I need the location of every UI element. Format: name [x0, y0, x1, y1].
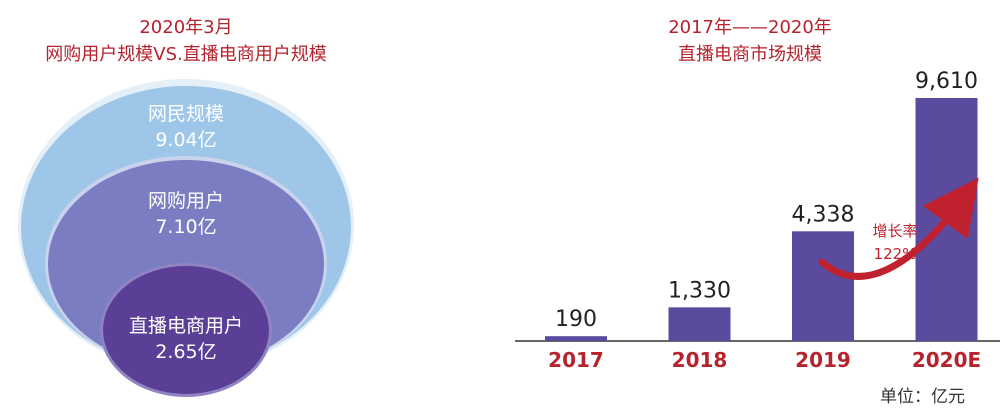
x-tick-label-2017: 2017	[548, 348, 604, 372]
shoppers-value: 7.10亿	[155, 216, 216, 238]
growth-arrow	[818, 177, 979, 280]
right-title-line1: 2017年——2020年	[668, 17, 832, 38]
x-tick-label-2020E: 2020E	[912, 348, 981, 372]
netizens-label: 网民规模	[148, 103, 224, 125]
bar-value-label-2018: 1,330	[668, 278, 731, 303]
bar-value-label-2020E: 9,610	[915, 69, 978, 94]
netizens-value: 9.04亿	[155, 129, 216, 151]
right-chart-title: 2017年——2020年 直播电商市场规模	[600, 14, 900, 68]
bar-2018	[668, 307, 731, 341]
x-tick-label-2019: 2019	[795, 348, 851, 372]
bar-2017	[545, 336, 607, 341]
live-users-value: 2.65亿	[155, 341, 216, 363]
bar-value-label-2017: 190	[555, 307, 597, 332]
bar-2019	[792, 231, 854, 341]
left-chart-title: 2020年3月 网购用户规模VS.直播电商用户规模	[0, 14, 372, 68]
nested-circle-chart: 网民规模 9.04亿 网购用户 7.10亿 直播电商用户 2.65亿	[18, 79, 354, 397]
right-title-line2: 直播电商市场规模	[678, 44, 822, 65]
left-title-line1: 2020年3月	[139, 17, 233, 38]
x-tick-label-2018: 2018	[672, 348, 728, 372]
shoppers-label: 网购用户	[148, 190, 224, 212]
unit-label: 单位：亿元	[880, 387, 965, 407]
growth-annotation: 增长率 122%	[818, 177, 979, 280]
live-users-label: 直播电商用户	[129, 315, 243, 337]
left-title-line2: 网购用户规模VS.直播电商用户规模	[45, 44, 327, 65]
circle-live-commerce-users	[103, 266, 269, 394]
bar-value-label-2019: 4,338	[792, 202, 855, 227]
bar-chart: 190 2017 1,330 2018 4,338 2019 9,610 2020E	[515, 69, 1000, 372]
growth-label: 增长率	[872, 222, 917, 240]
growth-value: 122%	[874, 245, 917, 263]
